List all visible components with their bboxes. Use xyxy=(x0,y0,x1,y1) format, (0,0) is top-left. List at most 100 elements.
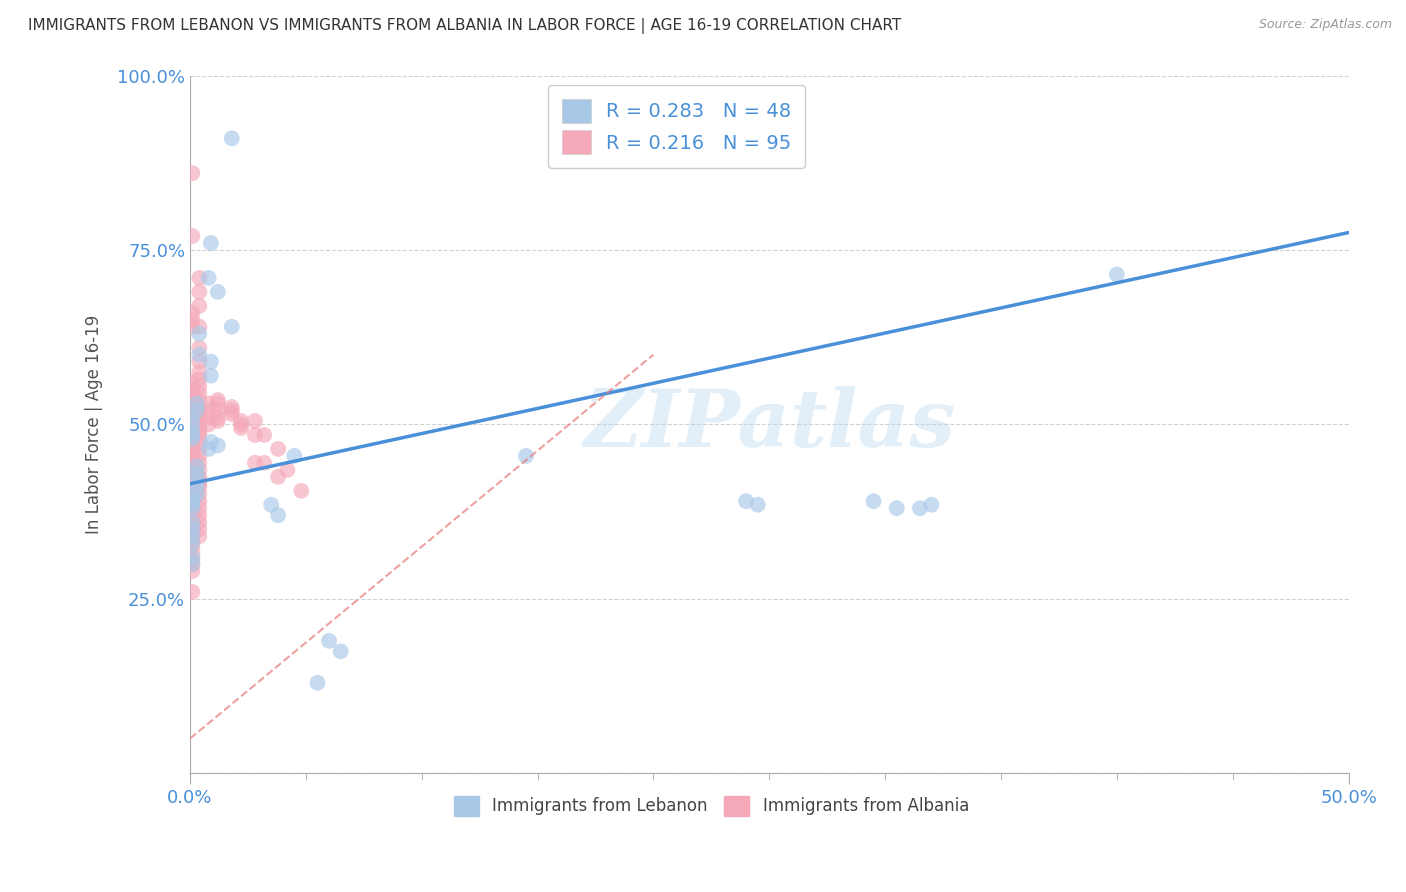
Point xyxy=(186,396,208,410)
Point xyxy=(188,365,211,379)
Point xyxy=(181,494,204,508)
Point xyxy=(188,326,211,341)
Point xyxy=(188,299,211,313)
Point xyxy=(267,470,290,484)
Point xyxy=(243,456,266,470)
Point xyxy=(181,498,204,512)
Point xyxy=(197,271,219,285)
Point xyxy=(188,379,211,393)
Point xyxy=(181,501,204,516)
Text: Source: ZipAtlas.com: Source: ZipAtlas.com xyxy=(1258,18,1392,31)
Point xyxy=(188,414,211,428)
Point xyxy=(221,400,243,414)
Point xyxy=(188,386,211,401)
Point xyxy=(200,434,222,449)
Point xyxy=(229,417,252,432)
Point xyxy=(188,372,211,386)
Point xyxy=(181,533,204,547)
Point xyxy=(188,449,211,463)
Text: ZIPatlas: ZIPatlas xyxy=(583,385,955,463)
Point xyxy=(267,508,290,523)
Point xyxy=(181,229,204,244)
Point xyxy=(188,434,211,449)
Point xyxy=(253,456,276,470)
Point xyxy=(181,525,204,540)
Point xyxy=(515,449,537,463)
Point xyxy=(181,449,204,463)
Point xyxy=(188,417,211,432)
Point xyxy=(188,487,211,501)
Point xyxy=(186,473,208,487)
Point xyxy=(181,501,204,516)
Point xyxy=(283,449,305,463)
Point xyxy=(181,494,204,508)
Point xyxy=(181,536,204,550)
Point xyxy=(207,403,229,417)
Text: IMMIGRANTS FROM LEBANON VS IMMIGRANTS FROM ALBANIA IN LABOR FORCE | AGE 16-19 CO: IMMIGRANTS FROM LEBANON VS IMMIGRANTS FR… xyxy=(28,18,901,34)
Point xyxy=(181,166,204,180)
Point xyxy=(329,644,352,658)
Point xyxy=(188,407,211,421)
Point xyxy=(747,498,769,512)
Point xyxy=(181,428,204,442)
Point xyxy=(188,522,211,536)
Point xyxy=(188,428,211,442)
Point xyxy=(181,515,204,529)
Point xyxy=(181,522,204,536)
Point xyxy=(207,392,229,407)
Point xyxy=(276,463,298,477)
Point xyxy=(181,557,204,571)
Point xyxy=(1105,268,1128,282)
Point xyxy=(181,319,204,334)
Point xyxy=(181,432,204,446)
Point xyxy=(181,313,204,327)
Point xyxy=(243,428,266,442)
Point xyxy=(197,403,219,417)
Point xyxy=(181,421,204,435)
Point xyxy=(188,400,211,414)
Point xyxy=(181,508,204,523)
Point xyxy=(200,368,222,383)
Point xyxy=(186,459,208,474)
Point xyxy=(188,501,211,516)
Y-axis label: In Labor Force | Age 16-19: In Labor Force | Age 16-19 xyxy=(86,315,103,534)
Point xyxy=(181,564,204,578)
Point xyxy=(200,354,222,368)
Point xyxy=(318,633,340,648)
Point xyxy=(188,271,211,285)
Point xyxy=(243,414,266,428)
Point xyxy=(920,498,942,512)
Point xyxy=(207,438,229,452)
Point xyxy=(200,235,222,250)
Point xyxy=(197,396,219,410)
Point xyxy=(181,452,204,467)
Point xyxy=(207,285,229,299)
Point xyxy=(197,417,219,432)
Point xyxy=(188,494,211,508)
Point xyxy=(886,501,908,516)
Point xyxy=(181,376,204,390)
Point xyxy=(260,498,283,512)
Point xyxy=(181,473,204,487)
Point xyxy=(181,522,204,536)
Point xyxy=(188,515,211,529)
Point xyxy=(253,428,276,442)
Point xyxy=(188,463,211,477)
Point xyxy=(188,508,211,523)
Point xyxy=(181,550,204,565)
Point xyxy=(735,494,758,508)
Point xyxy=(188,425,211,439)
Point xyxy=(181,467,204,481)
Point xyxy=(267,442,290,456)
Point xyxy=(862,494,884,508)
Point xyxy=(221,131,243,145)
Point xyxy=(181,487,204,501)
Point xyxy=(188,341,211,355)
Point xyxy=(188,354,211,368)
Point xyxy=(188,392,211,407)
Point xyxy=(181,442,204,456)
Point xyxy=(188,421,211,435)
Point xyxy=(181,396,204,410)
Point xyxy=(186,467,208,481)
Point xyxy=(181,403,204,417)
